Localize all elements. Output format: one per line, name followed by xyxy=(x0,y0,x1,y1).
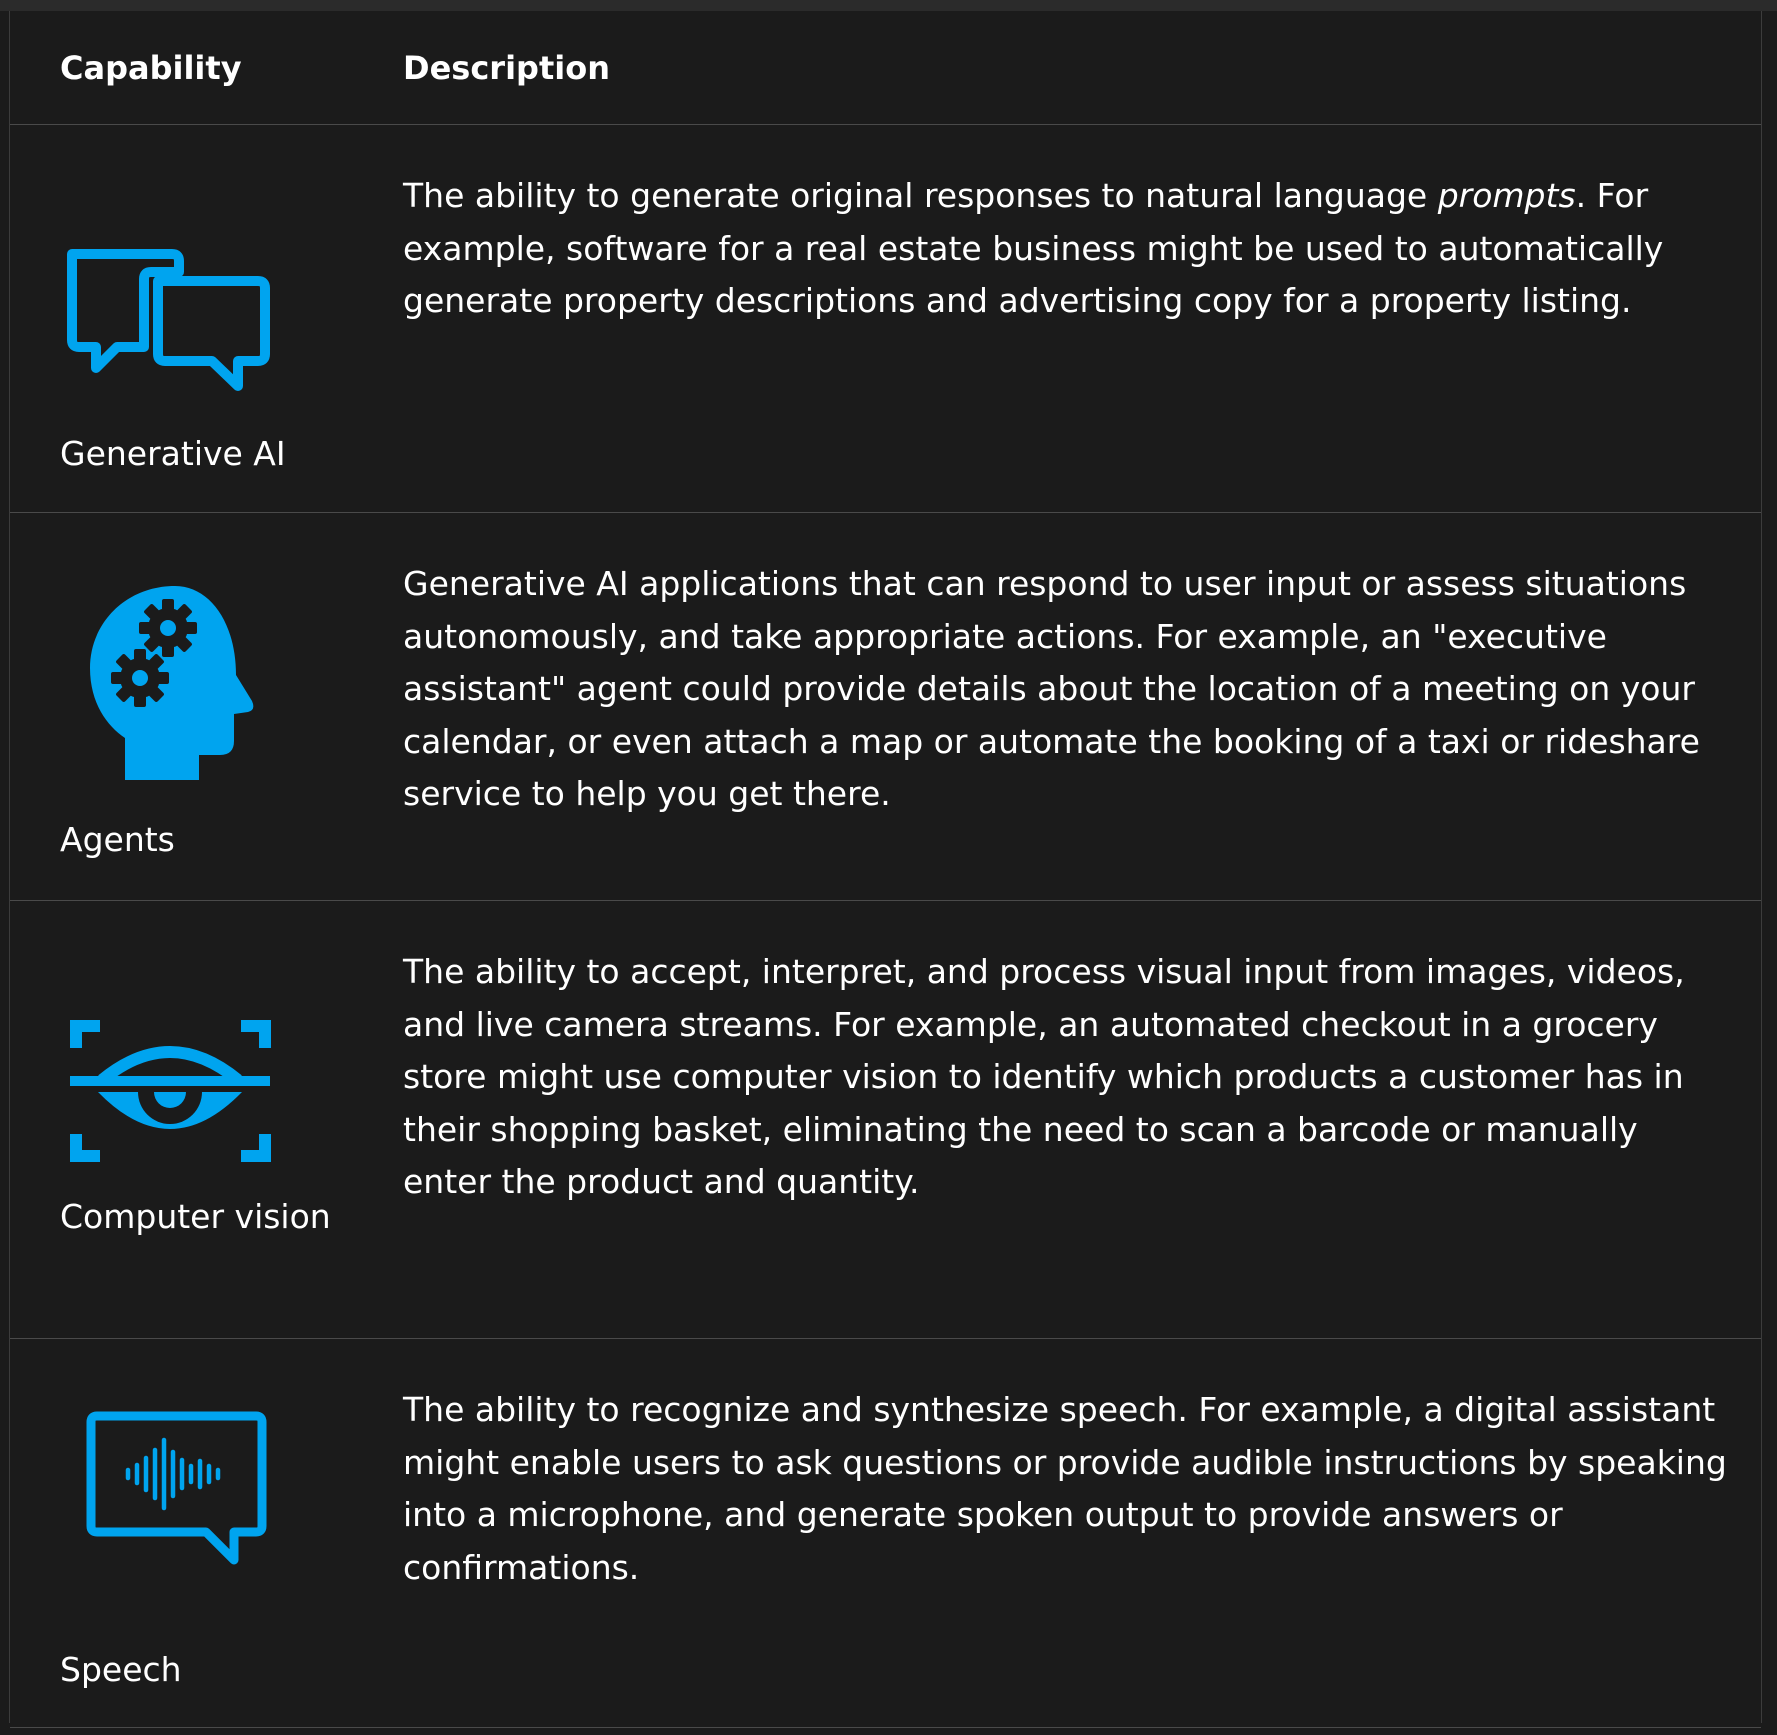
capability-description: The ability to generate original respons… xyxy=(403,170,1733,328)
description-emphasis: prompts xyxy=(1437,176,1576,215)
capability-description: The ability to accept, interpret, and pr… xyxy=(403,952,1685,1201)
top-bar xyxy=(0,0,1777,11)
table-row: Agents Generative AI applications that c… xyxy=(10,513,1761,901)
table-row: Speech The ability to recognize and synt… xyxy=(10,1339,1761,1728)
capability-description: The ability to recognize and synthesize … xyxy=(403,1390,1727,1587)
speech-waveform-icon xyxy=(60,1394,290,1624)
head-gears-icon xyxy=(60,568,290,798)
capability-label: Agents xyxy=(60,820,175,859)
capabilities-table: Capability Description Generative AI The… xyxy=(9,11,1762,1728)
description-column-header: Description xyxy=(403,49,610,87)
table-row: Generative AI The ability to generate or… xyxy=(10,125,1761,513)
capability-label: Generative AI xyxy=(60,434,286,473)
eye-scan-icon xyxy=(60,956,290,1186)
chat-bubbles-icon xyxy=(60,180,290,410)
capability-label: Computer vision xyxy=(60,1197,331,1236)
table-header-row: Capability Description xyxy=(10,11,1761,125)
description-text: . For example, software for a real estat… xyxy=(403,176,1664,320)
capability-column-header: Capability xyxy=(60,49,242,87)
capability-label: Speech xyxy=(60,1650,182,1689)
table-row: Computer vision The ability to accept, i… xyxy=(10,901,1761,1339)
description-text: The ability to generate original respons… xyxy=(403,176,1438,215)
capability-description: Generative AI applications that can resp… xyxy=(403,564,1700,813)
